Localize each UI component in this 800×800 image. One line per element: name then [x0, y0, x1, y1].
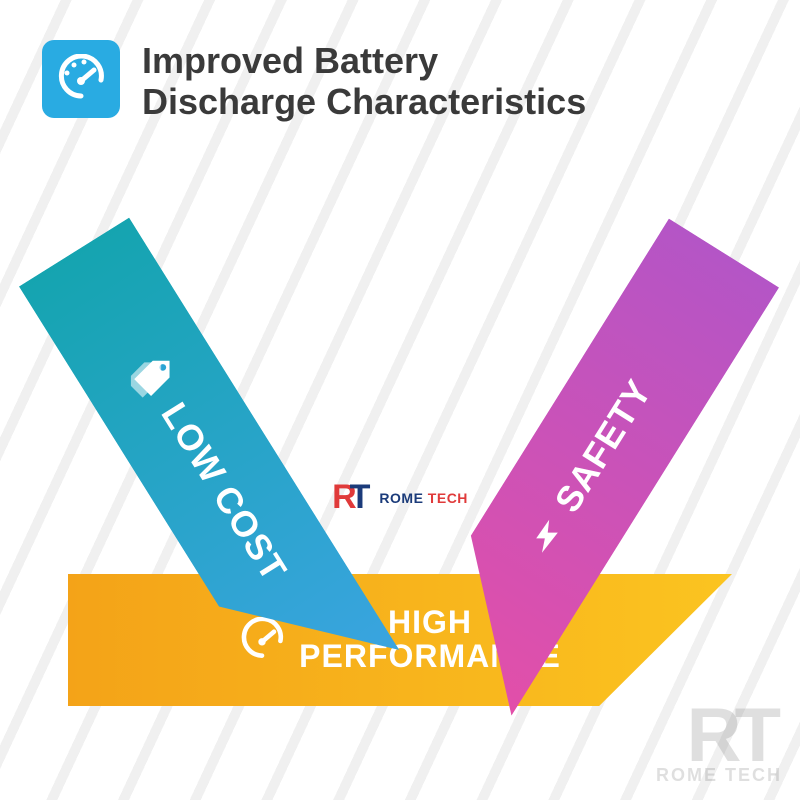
title-line-1: Improved Battery — [142, 40, 586, 81]
center-logo: RT ROME TECH — [332, 478, 468, 517]
logo-mark: RT — [332, 478, 371, 517]
title-line-2: Discharge Characteristics — [142, 81, 586, 122]
bolt-icon — [529, 518, 565, 554]
gauge-icon — [239, 617, 285, 663]
tag-icon — [131, 356, 173, 398]
logo-text: ROME TECH — [379, 490, 468, 506]
header-icon-box — [42, 40, 120, 118]
ribbon-high-performance: HIGH PERFORMANCE — [68, 574, 732, 706]
page-title: Improved Battery Discharge Characteristi… — [142, 40, 586, 123]
triangle-infographic: HIGH PERFORMANCE LOW COST SAFETY RT ROME… — [64, 172, 736, 732]
ribbon-label: SAFETY — [546, 372, 660, 520]
ribbon-label: LOW COST — [153, 395, 296, 589]
gauge-icon — [56, 54, 106, 104]
header: Improved Battery Discharge Characteristi… — [42, 40, 586, 123]
